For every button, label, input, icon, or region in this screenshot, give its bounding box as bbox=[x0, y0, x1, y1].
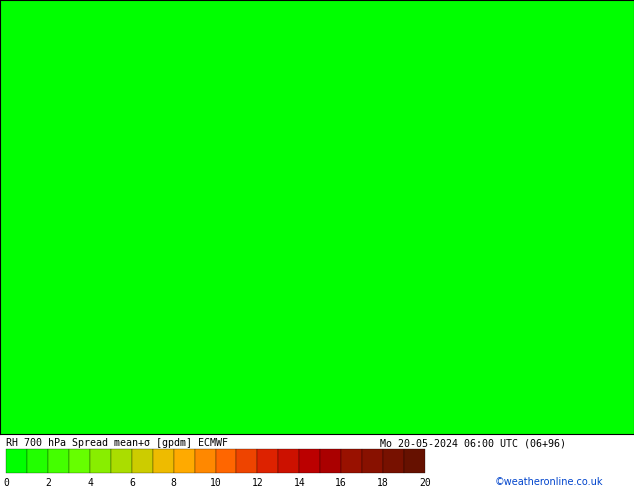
Bar bbox=[195, 449, 216, 473]
Bar bbox=[299, 449, 320, 473]
Text: 16: 16 bbox=[335, 478, 347, 488]
Bar bbox=[257, 449, 278, 473]
Text: 0: 0 bbox=[3, 478, 10, 488]
Text: 2: 2 bbox=[45, 478, 51, 488]
Bar bbox=[320, 449, 341, 473]
Bar bbox=[132, 449, 153, 473]
Text: 4: 4 bbox=[87, 478, 93, 488]
Bar bbox=[174, 449, 195, 473]
Text: 20: 20 bbox=[419, 478, 430, 488]
Text: 18: 18 bbox=[377, 478, 389, 488]
Text: 10: 10 bbox=[210, 478, 221, 488]
Bar bbox=[111, 449, 132, 473]
Text: Mo 20-05-2024 06:00 UTC (06+96): Mo 20-05-2024 06:00 UTC (06+96) bbox=[380, 438, 566, 448]
Bar bbox=[69, 449, 90, 473]
Bar bbox=[362, 449, 383, 473]
Bar bbox=[278, 449, 299, 473]
Bar bbox=[27, 449, 48, 473]
Bar bbox=[216, 449, 236, 473]
Text: 6: 6 bbox=[129, 478, 135, 488]
Text: 12: 12 bbox=[252, 478, 263, 488]
Text: RH 700 hPa Spread mean+σ [gpdm] ECMWF: RH 700 hPa Spread mean+σ [gpdm] ECMWF bbox=[6, 438, 228, 448]
Bar bbox=[6, 449, 27, 473]
Bar bbox=[236, 449, 257, 473]
Bar bbox=[404, 449, 425, 473]
Text: ©weatheronline.co.uk: ©weatheronline.co.uk bbox=[495, 477, 603, 487]
Bar bbox=[383, 449, 404, 473]
Bar bbox=[90, 449, 111, 473]
Bar bbox=[341, 449, 362, 473]
Bar bbox=[153, 449, 174, 473]
Text: 14: 14 bbox=[294, 478, 305, 488]
Bar bbox=[48, 449, 69, 473]
Text: 8: 8 bbox=[171, 478, 177, 488]
